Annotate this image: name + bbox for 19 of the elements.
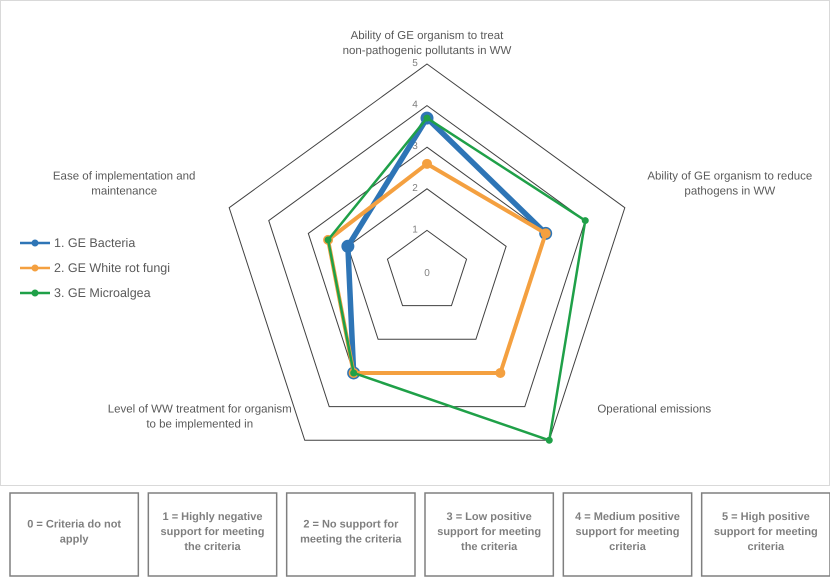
- y-tick-label: 5: [412, 58, 418, 69]
- text: 3 = Low positive support for meeting the criteria: [437, 511, 542, 553]
- text: 5 = High positive support for meeting criteria: [714, 511, 818, 553]
- y-tick-label: 0: [424, 268, 430, 279]
- y-tick-label: 1: [412, 224, 418, 236]
- legend-label: 1. GE Bacteria: [54, 236, 136, 250]
- spoke-label: Ease of implementation and maintenance: [52, 170, 196, 198]
- spoke-label: Ability of GE organism to treat non-pathogenic pollutants in WW: [342, 30, 512, 57]
- spoke-label: Ability of GE organism to reduce pathogens in WW: [647, 170, 812, 198]
- legend-label: 3. GE Microalgea: [54, 286, 151, 300]
- text: 1 = Highly negative support for meeting the criteria: [160, 511, 264, 553]
- legend-label: 2. GE White rot fungi: [54, 261, 170, 275]
- y-tick-label: 2: [412, 182, 418, 194]
- y-tick-label: 4: [412, 100, 418, 111]
- text: 4 = Medium positive support for meeting criteria: [575, 511, 680, 553]
- spoke-label: Operational emissions: [597, 403, 712, 416]
- text: 0 = Criteria do not apply: [27, 518, 122, 546]
- text: 2 = No support for meeting the criteria: [300, 518, 402, 546]
- spoke-label: Level of WW treatment for organism to be implemented in: [108, 403, 292, 430]
